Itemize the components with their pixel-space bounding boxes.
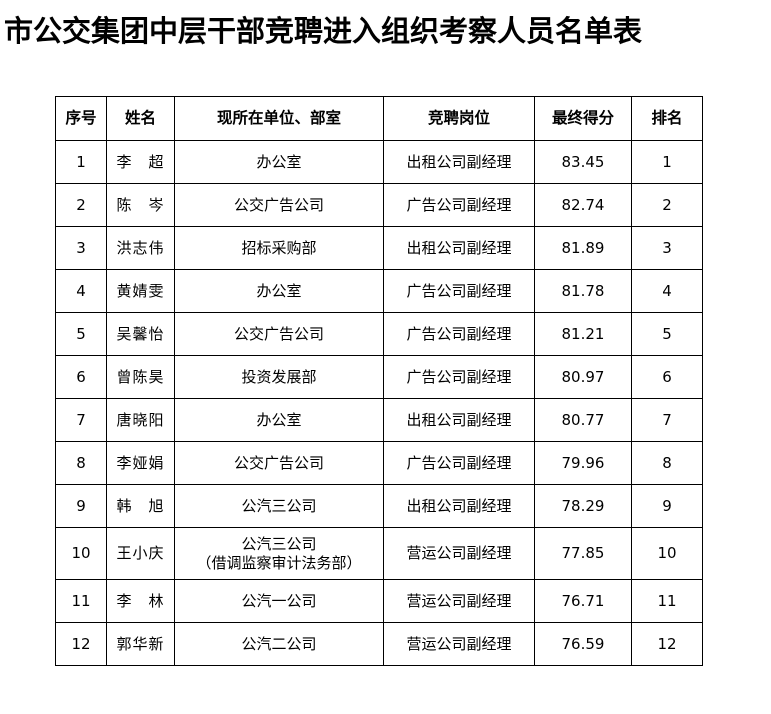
cell-score: 81.78: [534, 269, 632, 313]
cell-name: 曾陈昊: [106, 355, 175, 399]
cell-unit: 公交广告公司: [174, 441, 384, 485]
table-row: 6 曾陈昊 投资发展部 广告公司副经理 80.97 6: [55, 355, 703, 399]
cell-name: 郭华新: [106, 622, 175, 666]
cell-name: 黄婧雯: [106, 269, 175, 313]
cell-score: 80.97: [534, 355, 632, 399]
cell-position: 营运公司副经理: [383, 579, 535, 623]
cell-position: 营运公司副经理: [383, 527, 535, 580]
table-row: 10 王小庆 公汽三公司 （借调监察审计法务部） 营运公司副经理 77.85 10: [55, 527, 703, 580]
cell-name: 吴馨怡: [106, 312, 175, 356]
cell-no: 6: [55, 355, 107, 399]
cell-score: 76.59: [534, 622, 632, 666]
cell-unit: 公汽一公司: [174, 579, 384, 623]
cell-position: 广告公司副经理: [383, 269, 535, 313]
cell-unit: 办公室: [174, 140, 384, 184]
cell-unit: 办公室: [174, 269, 384, 313]
cell-no: 10: [55, 527, 107, 580]
cell-name: 李 林: [106, 579, 175, 623]
header-no: 序号: [55, 96, 107, 141]
cell-position: 出租公司副经理: [383, 140, 535, 184]
cell-rank: 4: [631, 269, 703, 313]
cell-no: 12: [55, 622, 107, 666]
cell-unit: 公汽二公司: [174, 622, 384, 666]
cell-score: 76.71: [534, 579, 632, 623]
table-row: 4 黄婧雯 办公室 广告公司副经理 81.78 4: [55, 269, 703, 313]
cell-rank: 9: [631, 484, 703, 528]
unit-secondment-note: （借调监察审计法务部）: [196, 553, 362, 572]
cell-rank: 8: [631, 441, 703, 485]
cell-unit: 投资发展部: [174, 355, 384, 399]
cell-position: 广告公司副经理: [383, 312, 535, 356]
cell-unit: 公交广告公司: [174, 312, 384, 356]
header-position: 竞聘岗位: [383, 96, 535, 141]
cell-no: 11: [55, 579, 107, 623]
page-title: 市公交集团中层干部竞聘进入组织考察人员名单表: [4, 14, 643, 48]
cell-rank: 2: [631, 183, 703, 227]
table-row: 3 洪志伟 招标采购部 出租公司副经理 81.89 3: [55, 226, 703, 270]
cell-no: 1: [55, 140, 107, 184]
cell-unit: 招标采购部: [174, 226, 384, 270]
cell-position: 出租公司副经理: [383, 226, 535, 270]
cell-no: 3: [55, 226, 107, 270]
header-unit: 现所在单位、部室: [174, 96, 384, 141]
table-row: 11 李 林公汽一公司 营运公司副经理 76.71 11: [55, 579, 703, 623]
cell-score: 80.77: [534, 398, 632, 442]
cell-name: 韩 旭: [106, 484, 175, 528]
cell-no: 8: [55, 441, 107, 485]
cell-score: 83.45: [534, 140, 632, 184]
cell-no: 4: [55, 269, 107, 313]
cell-rank: 5: [631, 312, 703, 356]
cell-no: 7: [55, 398, 107, 442]
cell-name: 李 超: [106, 140, 175, 184]
table-row: 12 郭华新 公汽二公司 营运公司副经理 76.59 12: [55, 622, 703, 666]
unit-line: 公汽三公司: [241, 534, 317, 553]
cell-rank: 10: [631, 527, 703, 580]
cell-score: 79.96: [534, 441, 632, 485]
cell-position: 广告公司副经理: [383, 441, 535, 485]
cell-position: 出租公司副经理: [383, 398, 535, 442]
table-row: 5 吴馨怡 公交广告公司 广告公司副经理 81.21 5: [55, 312, 703, 356]
cell-unit: 办公室: [174, 398, 384, 442]
cell-unit: 公汽三公司: [174, 484, 384, 528]
cell-rank: 7: [631, 398, 703, 442]
cell-unit: 公汽三公司 （借调监察审计法务部）: [174, 527, 384, 580]
cell-no: 9: [55, 484, 107, 528]
table-header-row: 序号 姓名 现所在单位、部室 竞聘岗位 最终得分 排名: [55, 96, 703, 141]
table-row: 8 李娅娟 公交广告公司 广告公司副经理 79.96 8: [55, 441, 703, 485]
cell-score: 77.85: [534, 527, 632, 580]
cell-name: 洪志伟: [106, 226, 175, 270]
cell-rank: 3: [631, 226, 703, 270]
cell-name: 李娅娟: [106, 441, 175, 485]
cell-score: 81.21: [534, 312, 632, 356]
cell-name: 王小庆: [106, 527, 175, 580]
cell-score: 82.74: [534, 183, 632, 227]
cell-name: 唐晓阳: [106, 398, 175, 442]
cell-rank: 12: [631, 622, 703, 666]
cell-position: 营运公司副经理: [383, 622, 535, 666]
header-score: 最终得分: [534, 96, 632, 141]
cell-name: 陈 岑: [106, 183, 175, 227]
cell-no: 2: [55, 183, 107, 227]
cell-rank: 6: [631, 355, 703, 399]
cell-score: 81.89: [534, 226, 632, 270]
header-name: 姓名: [106, 96, 175, 141]
cell-position: 出租公司副经理: [383, 484, 535, 528]
cell-position: 广告公司副经理: [383, 355, 535, 399]
cell-rank: 11: [631, 579, 703, 623]
cell-position: 广告公司副经理: [383, 183, 535, 227]
cell-rank: 1: [631, 140, 703, 184]
cell-score: 78.29: [534, 484, 632, 528]
cell-unit: 公交广告公司: [174, 183, 384, 227]
cell-no: 5: [55, 312, 107, 356]
header-rank: 排名: [631, 96, 703, 141]
table-row: 7 唐晓阳 办公室 出租公司副经理 80.77 7: [55, 398, 703, 442]
